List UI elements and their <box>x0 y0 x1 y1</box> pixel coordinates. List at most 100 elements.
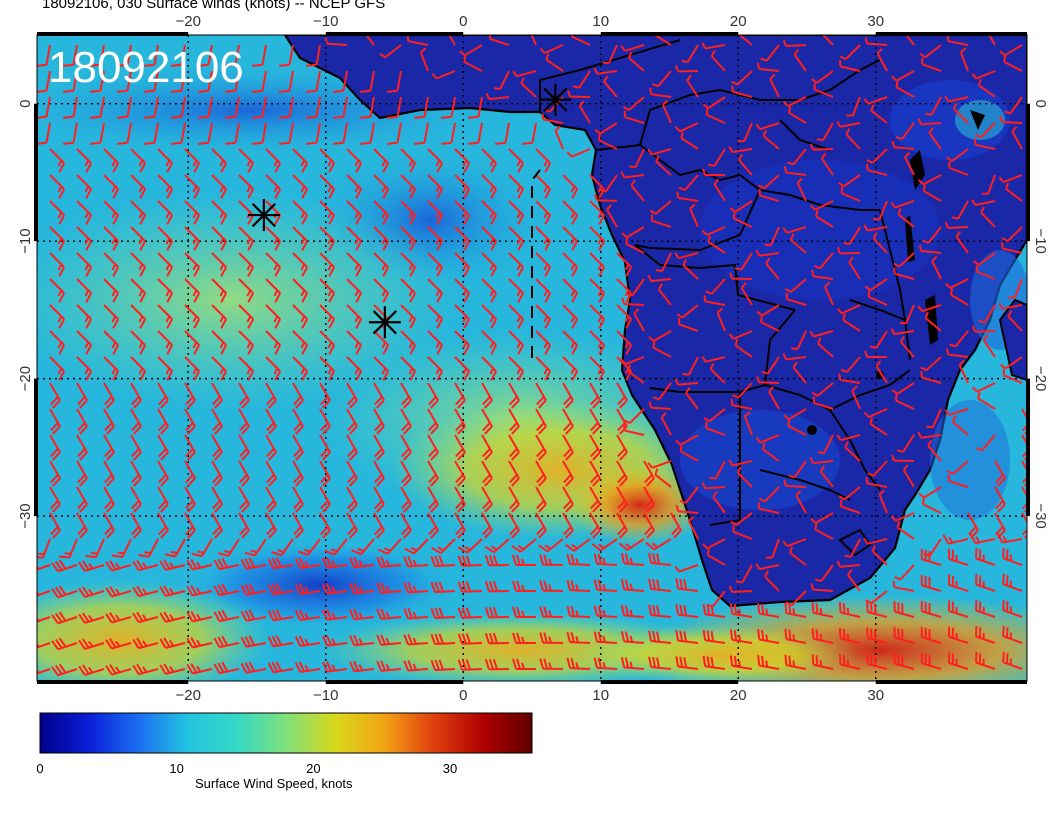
wind-barb <box>130 304 147 329</box>
wind-barb <box>863 408 888 419</box>
wind-barb <box>593 631 618 644</box>
wind-barb <box>765 257 780 280</box>
wind-barb <box>481 148 498 173</box>
wind-barb <box>734 252 753 271</box>
wind-barb <box>796 177 807 202</box>
wind-barb <box>562 330 579 355</box>
wind-barb <box>620 356 645 366</box>
wind-barb <box>252 96 267 119</box>
wind-barb <box>186 611 213 623</box>
axis-bar <box>600 32 739 36</box>
wind-barb <box>37 70 51 93</box>
wind-barb <box>164 538 186 558</box>
wind-barb <box>49 200 66 225</box>
wind-barb <box>484 554 510 567</box>
wind-barb <box>713 178 726 202</box>
wind-barb <box>643 512 655 539</box>
wind-barb <box>238 278 255 303</box>
wind-barb <box>468 122 483 145</box>
axis-bar <box>34 378 38 517</box>
wind-barb <box>508 460 520 487</box>
wind-barb <box>918 486 942 499</box>
wind-barb <box>928 127 942 150</box>
wind-barb <box>893 252 915 268</box>
wind-barb <box>267 583 294 596</box>
wind-barb <box>539 554 564 566</box>
wind-barb <box>784 602 807 618</box>
wind-barb <box>159 611 186 623</box>
wind-barb <box>787 148 807 166</box>
wind-barb <box>400 200 417 225</box>
wind-barb <box>866 163 888 176</box>
axis-bar <box>1026 378 1030 517</box>
wind-barb <box>292 382 304 409</box>
wind-barb <box>706 548 726 566</box>
wind-barb <box>481 408 493 435</box>
wind-barb <box>761 442 780 462</box>
wind-barb <box>816 122 834 142</box>
wind-barb <box>211 226 228 251</box>
wind-barb <box>872 232 888 254</box>
wind-barb <box>899 304 915 325</box>
wind-barb <box>758 189 780 202</box>
wind-barb <box>728 459 753 467</box>
wind-barb <box>647 148 672 156</box>
storm-marker-2 <box>247 199 280 232</box>
wind-barb <box>562 382 574 409</box>
wind-barb <box>958 359 969 384</box>
wind-barb <box>400 174 417 199</box>
wind-barb <box>481 486 493 513</box>
wind-barb <box>541 113 564 124</box>
wind-barb <box>815 210 834 228</box>
wind-barb <box>871 544 888 566</box>
wind-barb <box>49 148 66 173</box>
wind-barb <box>755 249 780 257</box>
wind-barb <box>430 633 456 646</box>
wind-barb <box>589 252 606 277</box>
lon-tick-label-bottom: 30 <box>867 687 884 704</box>
wind-speed-field <box>37 35 1027 681</box>
wind-barb <box>839 44 861 61</box>
wind-barb <box>117 44 132 67</box>
wind-barb <box>562 200 579 225</box>
wind-barb <box>76 408 88 435</box>
wind-barb <box>403 556 429 568</box>
wind-barb <box>198 122 213 145</box>
wind-barb <box>760 44 780 62</box>
wind-barb <box>360 96 375 119</box>
wind-barb <box>240 557 267 570</box>
wind-barb <box>213 635 240 649</box>
wind-barb <box>508 278 525 303</box>
wind-barb <box>49 252 66 277</box>
wind-barb <box>184 460 196 487</box>
wind-barb <box>211 512 223 539</box>
wind-barb <box>252 44 267 67</box>
wind-barb <box>819 465 834 488</box>
wind-barb <box>103 408 115 435</box>
wind-barb <box>103 434 115 461</box>
wind-barb <box>321 583 348 595</box>
wind-barb <box>603 75 618 98</box>
wind-barb <box>184 434 196 461</box>
wind-barb <box>346 408 358 435</box>
wind-barb <box>652 382 672 401</box>
wind-barb <box>403 634 429 646</box>
chart-title: 18092106, 030 Surface winds (knots) -- N… <box>42 0 386 12</box>
wind-barb <box>130 278 147 303</box>
wind-barb <box>920 574 942 592</box>
wind-barb <box>947 474 969 488</box>
wind-barb <box>51 611 78 625</box>
wind-barb <box>787 419 807 436</box>
wind-barb <box>211 382 223 409</box>
wind-barb <box>811 382 834 397</box>
wind-barb <box>811 602 834 618</box>
storm-marker-1 <box>539 83 572 116</box>
wind-barb <box>76 356 93 381</box>
wind-barb <box>729 200 753 213</box>
wind-barb <box>484 658 510 671</box>
wind-barb <box>184 304 201 329</box>
wind-barb <box>545 53 564 72</box>
wind-barb <box>975 600 996 618</box>
lon-tick-label-top: 20 <box>730 13 747 30</box>
wind-barb <box>186 637 213 649</box>
